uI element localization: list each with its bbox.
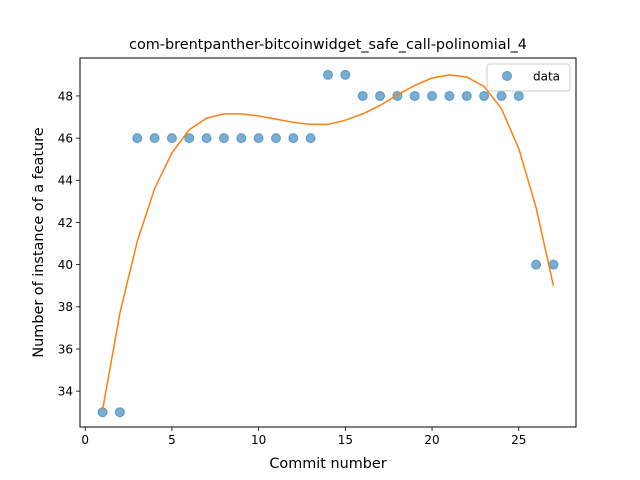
- fit-line: [101, 74, 555, 411]
- data-point: [548, 259, 559, 270]
- data-point: [132, 133, 143, 144]
- data-point: [166, 133, 177, 144]
- y-tick-label: 38: [58, 300, 73, 314]
- data-point: [149, 133, 160, 144]
- data-point: [201, 133, 212, 144]
- legend-marker: [502, 71, 512, 81]
- x-axis-label: Commit number: [269, 456, 386, 472]
- data-point: [305, 133, 316, 144]
- legend-box: [486, 63, 571, 92]
- legend-label: data: [533, 70, 560, 84]
- data-point: [513, 90, 524, 101]
- y-axis: 34 36 38 40 42 44 46 48: [58, 89, 80, 398]
- y-tick-label: 36: [58, 342, 73, 356]
- data-point: [288, 133, 299, 144]
- data-point: [409, 90, 420, 101]
- data-point: [218, 133, 229, 144]
- y-axis-label: Number of instance of a feature: [31, 127, 47, 357]
- data-point: [270, 133, 281, 144]
- data-point: [479, 90, 490, 101]
- y-tick-label: 44: [58, 174, 73, 188]
- y-tick-label: 48: [58, 89, 73, 103]
- data-point: [253, 133, 264, 144]
- plot-area: [97, 69, 559, 418]
- y-tick-label: 42: [58, 216, 73, 230]
- data-point: [323, 69, 333, 80]
- data-point: [375, 90, 386, 101]
- data-point: [427, 90, 438, 101]
- chart-title: com-brentpanther-bitcoinwidget_safe_call…: [129, 37, 527, 53]
- data-point: [340, 69, 351, 80]
- x-axis: 0 5 10 15 20 25: [81, 427, 526, 447]
- data-point: [114, 407, 125, 418]
- x-tick-label: 10: [251, 433, 266, 447]
- x-tick-label: 20: [424, 433, 439, 447]
- data-point: [357, 90, 368, 101]
- axes-frame: [79, 57, 577, 428]
- legend: data: [486, 63, 571, 92]
- data-point: [531, 259, 542, 270]
- y-tick-label: 40: [58, 258, 73, 272]
- y-tick-label: 34: [58, 384, 73, 398]
- data-point: [444, 90, 455, 101]
- y-tick-label: 46: [58, 131, 73, 145]
- x-tick-label: 25: [511, 433, 526, 447]
- x-tick-label: 0: [81, 433, 89, 447]
- data-point: [461, 90, 472, 101]
- x-tick-label: 5: [168, 433, 176, 447]
- data-point: [496, 90, 507, 101]
- data-point: [184, 133, 195, 144]
- x-tick-label: 15: [338, 433, 353, 447]
- data-point: [236, 133, 247, 144]
